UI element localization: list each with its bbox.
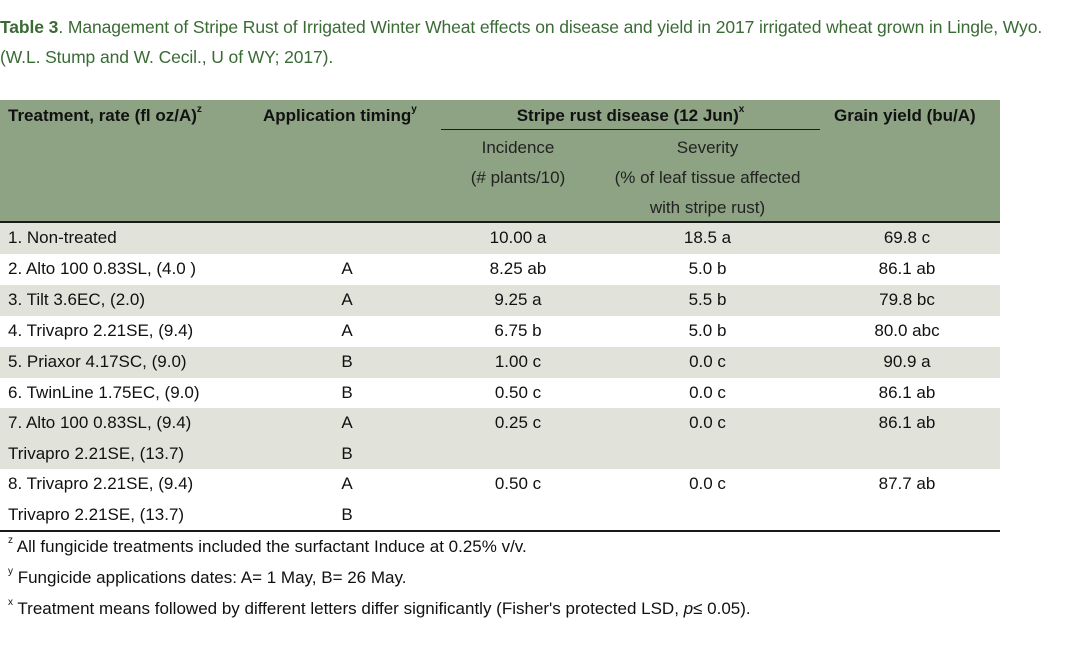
cell-incidence: 0.50 c (494, 474, 542, 493)
cell-timing: A (341, 290, 353, 309)
cell-incidence: 0.50 c (494, 383, 542, 402)
table-bottom-rule (0, 530, 1000, 532)
table-row: 1. Non-treated 10.00 a 18.5 a 69.8 c (0, 223, 1000, 254)
cell-incidence: 6.75 b (494, 321, 542, 340)
cell-incidence: 8.25 ab (489, 259, 547, 278)
cell-yield: 69.8 c (883, 228, 931, 247)
cell-treatment-second: Trivapro 2.21SE, (13.7) (8, 444, 185, 463)
table-header: Treatment, rate (fl oz/A)z Application t… (0, 100, 1000, 223)
table-row: 2. Alto 100 0.83SL, (4.0 ) A 8.25 ab 5.0… (0, 254, 1000, 285)
cell-severity: 0.0 c (689, 352, 726, 371)
cell-severity: 0.0 c (689, 383, 726, 402)
header-timing: Application timingy (263, 104, 417, 125)
table-caption: Table 3. Management of Stripe Rust of Ir… (0, 12, 1060, 72)
cell-timing: B (341, 383, 353, 402)
cell-severity: 18.5 a (683, 228, 732, 247)
cell-yield: 80.0 abc (874, 321, 940, 340)
footnote-z: z All fungicide treatments included the … (8, 535, 527, 556)
cell-timing: A (341, 259, 353, 278)
cell-severity: 5.0 b (688, 259, 727, 278)
group-underline (441, 129, 820, 130)
table-row: 7. Alto 100 0.83SL, (9.4) A Trivapro 2.2… (0, 408, 1000, 469)
caption-label: Table 3 (0, 17, 59, 37)
header-disease-group: Stripe rust disease (12 Jun)x (516, 104, 745, 125)
cell-incidence: 9.25 a (494, 290, 542, 309)
cell-treatment: 1. Non-treated (8, 228, 117, 247)
cell-timing: A (341, 413, 353, 432)
cell-treatment: 3. Tilt 3.6EC, (2.0) (8, 290, 145, 309)
footnote-y: y Fungicide applications dates: A= 1 May… (8, 566, 407, 587)
cell-treatment: 8. Trivapro 2.21SE, (9.4) (8, 474, 194, 493)
header-severity: Severity (% of leaf tissue affected with… (614, 138, 801, 217)
cell-incidence: 10.00 a (489, 228, 547, 247)
header-yield: Grain yield (bu/A) (834, 106, 976, 125)
cell-timing-second: B (341, 505, 353, 524)
cell-yield: 86.1 ab (878, 259, 936, 278)
cell-treatment: 7. Alto 100 0.83SL, (9.4) (8, 413, 192, 432)
cell-yield: 86.1 ab (878, 383, 936, 402)
cell-severity: 0.0 c (689, 413, 726, 432)
cell-timing: A (341, 474, 353, 493)
cell-treatment: 2. Alto 100 0.83SL, (4.0 ) (8, 259, 197, 278)
cell-yield: 86.1 ab (878, 413, 936, 432)
cell-treatment-second: Trivapro 2.21SE, (13.7) (8, 505, 185, 524)
table-row: 4. Trivapro 2.21SE, (9.4) A 6.75 b 5.0 b… (0, 316, 1000, 347)
table-row: 6. TwinLine 1.75EC, (9.0) B 0.50 c 0.0 c… (0, 378, 1000, 408)
table-row: 8. Trivapro 2.21SE, (9.4) A Trivapro 2.2… (0, 469, 1000, 530)
cell-yield: 79.8 bc (879, 290, 935, 309)
cell-timing: B (341, 352, 353, 371)
cell-incidence: 0.25 c (494, 413, 542, 432)
cell-severity: 5.5 b (688, 290, 727, 309)
cell-severity: 0.0 c (689, 474, 726, 493)
cell-severity: 5.0 b (688, 321, 727, 340)
table-row: 3. Tilt 3.6EC, (2.0) A 9.25 a 5.5 b 79.8… (0, 285, 1000, 316)
cell-timing: A (341, 321, 353, 340)
header-treatment: Treatment, rate (fl oz/A)z (8, 104, 202, 125)
caption-text: . Management of Stripe Rust of Irrigated… (0, 17, 1043, 67)
table-row: 5. Priaxor 4.17SC, (9.0) B 1.00 c 0.0 c … (0, 347, 1000, 378)
footnote-x: x Treatment means followed by different … (8, 597, 751, 618)
cell-treatment: 4. Trivapro 2.21SE, (9.4) (8, 321, 194, 340)
cell-timing-second: B (341, 444, 353, 463)
cell-yield: 87.7 ab (878, 474, 936, 493)
cell-treatment: 6. TwinLine 1.75EC, (9.0) (8, 383, 200, 402)
cell-incidence: 1.00 c (494, 352, 542, 371)
header-incidence: Incidence (# plants/10) (470, 138, 566, 187)
results-table: Treatment, rate (fl oz/A)z Application t… (0, 100, 1000, 532)
cell-treatment: 5. Priaxor 4.17SC, (9.0) (8, 352, 187, 371)
cell-yield: 90.9 a (883, 352, 931, 371)
